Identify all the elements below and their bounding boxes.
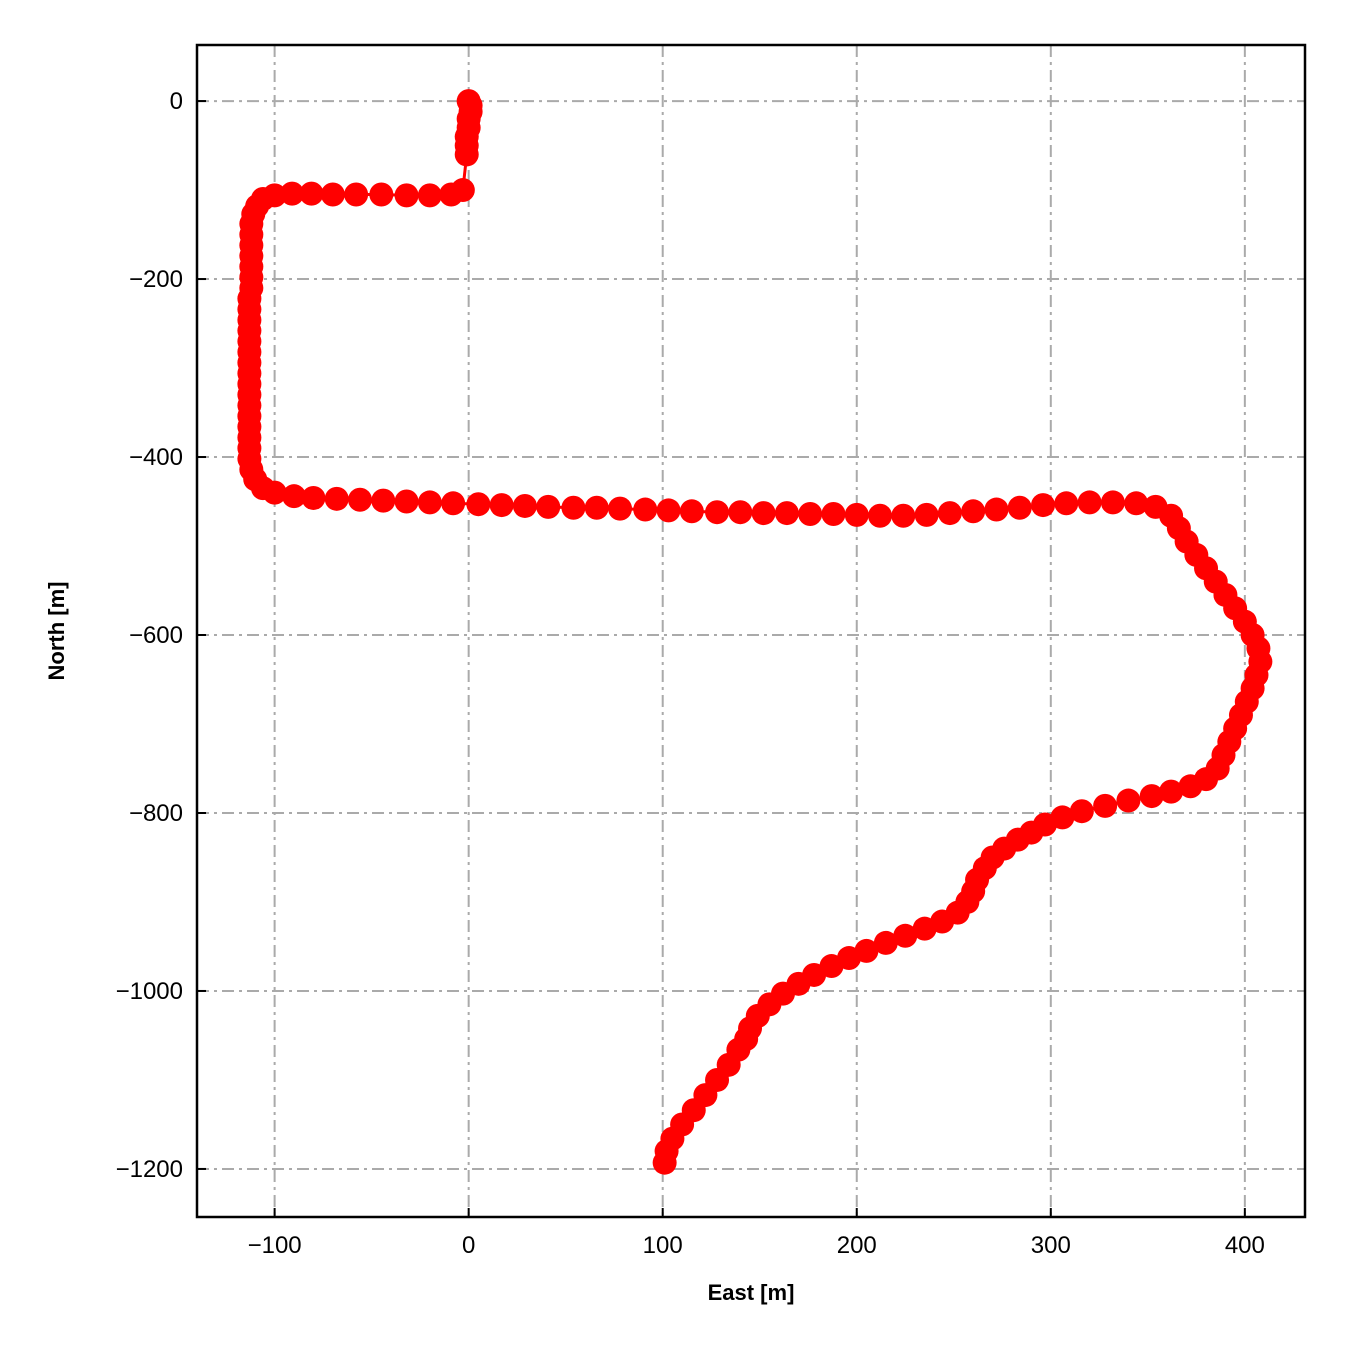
- x-tick-label: 200: [837, 1232, 877, 1259]
- data-point: [1139, 784, 1164, 809]
- data-point: [1077, 490, 1102, 515]
- plot-frame: [195, 43, 1307, 1219]
- x-tick-label: 300: [1031, 1232, 1071, 1259]
- data-point: [891, 503, 916, 528]
- data-point: [1159, 779, 1184, 804]
- data-point: [868, 503, 893, 528]
- y-tick-label: −200: [129, 266, 183, 293]
- x-tick-label: 0: [462, 1232, 475, 1259]
- y-tick-label: 0: [170, 88, 183, 115]
- y-tick-label: −1200: [116, 1156, 183, 1183]
- grid-lines: [197, 45, 1305, 1217]
- data-point: [652, 1150, 677, 1175]
- data-point: [369, 182, 394, 207]
- y-tick-label: −600: [129, 622, 183, 649]
- data-point: [371, 488, 396, 513]
- data-point: [774, 501, 799, 526]
- data-point: [1100, 490, 1125, 515]
- data-point: [324, 486, 349, 511]
- data-point: [893, 923, 918, 948]
- data-point: [1116, 788, 1141, 813]
- data-point: [1093, 793, 1118, 818]
- x-axis-label: East [m]: [708, 1280, 795, 1305]
- data-point: [751, 501, 776, 526]
- data-point: [912, 916, 937, 941]
- x-tick-label: 400: [1225, 1232, 1265, 1259]
- data-point: [561, 495, 586, 520]
- data-point: [937, 501, 962, 526]
- x-tick-label: −100: [248, 1232, 302, 1259]
- data-point: [280, 181, 305, 206]
- data-point: [489, 493, 514, 518]
- data-point: [873, 930, 898, 955]
- axis-ticks: −100 0 100 200 300 4000−200−400−600−800−1000−…: [116, 88, 1265, 1259]
- data-point: [821, 501, 846, 526]
- data-point: [914, 502, 939, 527]
- data-point: [1178, 774, 1203, 799]
- data-point: [1031, 493, 1056, 518]
- data-point: [320, 182, 345, 207]
- data-point: [394, 489, 419, 514]
- data-point: [454, 142, 479, 167]
- data-point: [656, 498, 681, 523]
- data-point: [633, 497, 658, 522]
- data-point: [844, 502, 869, 527]
- y-tick-label: −400: [129, 444, 183, 471]
- data-point: [1007, 495, 1032, 520]
- data-point: [679, 499, 704, 524]
- data-point: [441, 491, 466, 516]
- y-tick-label: −800: [129, 800, 183, 827]
- data-point: [984, 497, 1009, 522]
- trajectory-line: [247, 100, 1262, 1163]
- data-point: [512, 493, 537, 518]
- data-point: [439, 182, 464, 207]
- y-tick-label: −1000: [116, 978, 183, 1005]
- trajectory-series: [237, 89, 1273, 1175]
- data-point: [1069, 799, 1094, 824]
- data-point: [1054, 491, 1079, 516]
- data-point: [705, 500, 730, 525]
- data-point: [466, 492, 491, 517]
- x-tick-label: 100: [643, 1232, 683, 1259]
- data-point: [584, 495, 609, 520]
- data-point: [262, 480, 287, 505]
- data-point: [961, 499, 986, 524]
- data-point: [536, 494, 561, 519]
- data-point: [728, 500, 753, 525]
- data-point: [347, 487, 372, 512]
- data-point: [417, 183, 442, 208]
- y-axis-label: North [m]: [44, 582, 69, 681]
- data-point: [301, 485, 326, 510]
- data-point: [282, 484, 307, 509]
- data-point: [1124, 491, 1149, 516]
- data-point: [299, 181, 324, 206]
- data-point: [344, 182, 369, 207]
- data-point: [608, 496, 633, 521]
- data-point: [798, 501, 823, 526]
- data-point: [394, 183, 419, 208]
- data-point: [417, 490, 442, 515]
